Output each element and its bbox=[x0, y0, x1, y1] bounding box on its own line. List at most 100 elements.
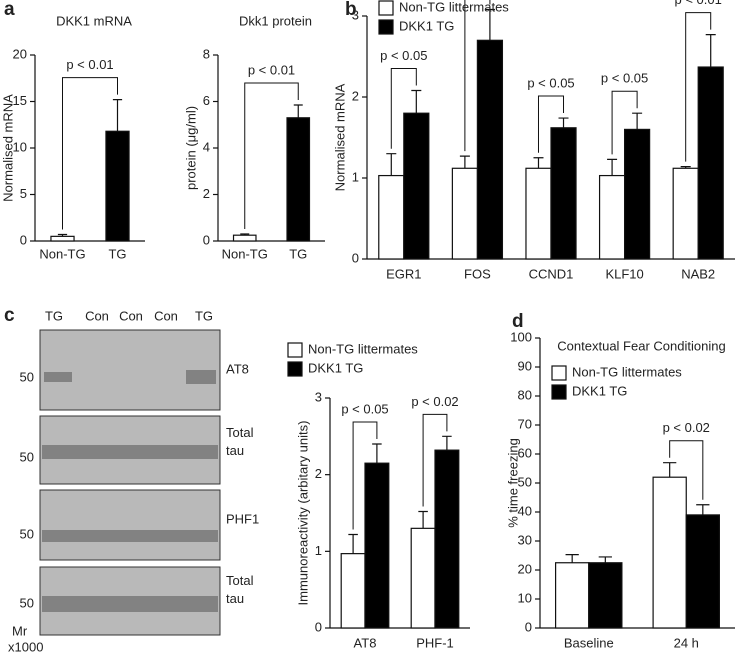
legend-swatch bbox=[378, 19, 394, 35]
lane-label: Con bbox=[119, 308, 143, 323]
bar bbox=[286, 117, 311, 242]
bar bbox=[672, 167, 699, 260]
y-tick-label: 30 bbox=[518, 532, 532, 547]
y-tick-label: 2 bbox=[352, 88, 359, 103]
error-bar bbox=[418, 510, 428, 529]
legend-label: Non-TG littermates bbox=[399, 0, 509, 14]
y-tick-label: 70 bbox=[518, 416, 532, 431]
legend-label: DKK1 TG bbox=[399, 18, 454, 33]
annotation: p < 0.02 bbox=[663, 420, 710, 435]
significance-bracket bbox=[244, 82, 299, 230]
annotation: p < 0.01 bbox=[248, 62, 295, 77]
bar bbox=[476, 39, 504, 260]
legend-label: DKK1 TG bbox=[572, 383, 627, 398]
panel-label: c bbox=[4, 305, 15, 326]
bar bbox=[451, 167, 479, 260]
bar bbox=[378, 174, 405, 260]
bar bbox=[697, 66, 724, 260]
y-tick-label: 60 bbox=[518, 445, 532, 460]
bar bbox=[554, 562, 590, 629]
panel-label: b bbox=[345, 0, 357, 20]
y-axis-label: Normalised mRNA bbox=[0, 94, 15, 202]
y-tick-label: 15 bbox=[13, 93, 27, 108]
x-tick-label: TG bbox=[289, 246, 307, 261]
significance-bracket bbox=[669, 440, 704, 500]
x-tick-label: PHF-1 bbox=[416, 635, 454, 650]
significance-bracket bbox=[390, 68, 417, 149]
error-bar bbox=[293, 104, 303, 118]
bar bbox=[105, 130, 130, 242]
y-tick-label: 3 bbox=[315, 389, 322, 404]
y-tick-label: 2 bbox=[315, 466, 322, 481]
error-bar bbox=[558, 117, 569, 128]
legend-label: Non-TG littermates bbox=[308, 341, 418, 356]
bar bbox=[364, 462, 390, 629]
error-bar bbox=[386, 153, 397, 176]
y-tick-label: 20 bbox=[13, 46, 27, 61]
lane-label: Con bbox=[154, 308, 178, 323]
marker-label: 50 bbox=[20, 595, 34, 610]
y-tick-label: 3 bbox=[352, 7, 359, 22]
bar bbox=[685, 514, 721, 629]
marker-label: 50 bbox=[20, 526, 34, 541]
marker-label: 50 bbox=[20, 369, 34, 384]
y-tick-label: 2 bbox=[203, 186, 210, 201]
y-tick-label: 6 bbox=[203, 93, 210, 108]
y-axis-label: Immunoreactivity (arbitary units) bbox=[295, 421, 310, 606]
x-tick-label: Baseline bbox=[564, 635, 614, 650]
chart-title: Dkk1 protein bbox=[239, 13, 312, 28]
significance-bracket bbox=[464, 0, 491, 152]
error-bar bbox=[663, 462, 677, 478]
y-tick-label: 0 bbox=[203, 232, 210, 247]
annotation: p < 0.05 bbox=[601, 71, 648, 86]
legend-swatch bbox=[287, 342, 303, 358]
bar bbox=[340, 553, 366, 629]
y-tick-label: 4 bbox=[203, 139, 210, 154]
annotation: p < 0.01 bbox=[66, 57, 113, 72]
mr-unit: x1000 bbox=[8, 639, 43, 654]
legend-swatch bbox=[551, 384, 567, 400]
y-tick-label: 0 bbox=[525, 619, 532, 634]
error-bar bbox=[484, 8, 495, 41]
y-tick-label: 90 bbox=[518, 358, 532, 373]
blot-band bbox=[42, 530, 218, 542]
blot-band bbox=[44, 372, 72, 382]
significance-bracket bbox=[685, 12, 712, 162]
x-tick-label: AT8 bbox=[354, 635, 377, 650]
strip-label: PHF1 bbox=[226, 511, 259, 526]
bar bbox=[403, 112, 430, 260]
mr-label: Mr bbox=[12, 623, 28, 638]
x-tick-label: Non-TG bbox=[222, 246, 268, 261]
strip-label: AT8 bbox=[226, 361, 249, 376]
annotation: p < 0.05 bbox=[527, 75, 574, 90]
bar bbox=[623, 128, 651, 260]
significance-bracket bbox=[537, 95, 565, 153]
error-bar bbox=[533, 157, 544, 169]
bar bbox=[588, 562, 623, 629]
bar bbox=[50, 235, 75, 242]
y-axis-label: Normalised mRNA bbox=[332, 83, 347, 191]
x-tick-label: EGR1 bbox=[386, 266, 421, 281]
y-tick-label: 20 bbox=[518, 561, 532, 576]
blot-band bbox=[42, 445, 218, 459]
annotation: p < 0.02 bbox=[411, 394, 458, 409]
y-tick-label: 50 bbox=[518, 474, 532, 489]
significance-bracket bbox=[611, 90, 638, 155]
y-tick-label: 10 bbox=[13, 139, 27, 154]
significance-bracket bbox=[62, 77, 118, 230]
y-tick-label: 1 bbox=[352, 169, 359, 184]
annotation: p < 0.05 bbox=[341, 401, 388, 416]
error-bar bbox=[348, 533, 358, 554]
bar bbox=[550, 127, 577, 260]
bar bbox=[434, 449, 460, 629]
error-bar bbox=[459, 155, 470, 169]
significance-bracket bbox=[422, 413, 448, 507]
blot-band bbox=[42, 596, 218, 612]
bar bbox=[652, 476, 687, 629]
chart-title: DKK1 mRNA bbox=[56, 13, 132, 28]
bar bbox=[232, 234, 257, 242]
error-bar bbox=[411, 89, 422, 114]
x-tick-label: FOS bbox=[464, 266, 491, 281]
blot-strip bbox=[39, 489, 221, 561]
error-bar bbox=[598, 556, 612, 563]
